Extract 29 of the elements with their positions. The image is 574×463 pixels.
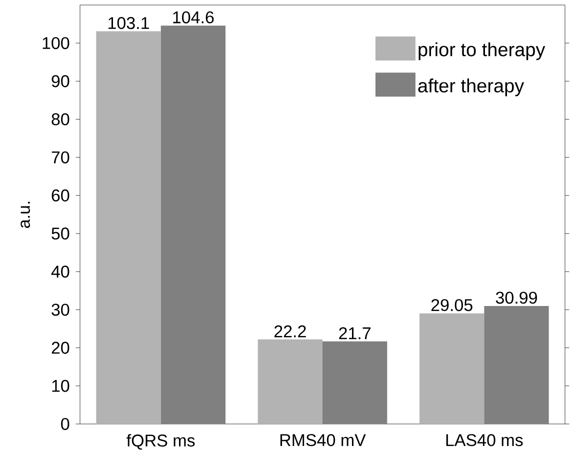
- y-tick-label: 100: [42, 37, 70, 50]
- data-label: 29.05: [431, 299, 472, 312]
- legend-label: prior to therapy: [418, 42, 546, 60]
- y-tick-label: 40: [51, 266, 70, 278]
- data-label: 30.99: [496, 292, 537, 304]
- data-label: 104.6: [173, 11, 214, 24]
- legend-label: after therapy: [418, 78, 524, 96]
- y-tick-label: 20: [52, 342, 70, 354]
- y-tick-label: 60: [52, 189, 70, 202]
- bar: [484, 306, 549, 424]
- y-tick-label: 90: [52, 75, 70, 88]
- y-tick-label: 30: [52, 304, 70, 316]
- data-label: 22.2: [274, 325, 306, 338]
- y-tick-label: 50: [52, 228, 70, 240]
- bar: [322, 341, 388, 424]
- data-label: 21.7: [339, 327, 371, 340]
- y-tick-label: 70: [52, 151, 70, 164]
- y-axis-title: a.u.: [20, 202, 30, 228]
- bar: [258, 339, 322, 424]
- x-tick-label: RMS40 mV: [280, 434, 366, 446]
- bar: [160, 26, 226, 424]
- data-label: 103.1: [108, 17, 149, 30]
- y-tick-label: 0: [61, 418, 70, 430]
- x-tick-label: LAS40 ms: [446, 434, 523, 446]
- bar: [96, 31, 161, 424]
- y-tick-label: 10: [52, 380, 70, 392]
- x-tick-label: fQRS ms: [126, 434, 195, 450]
- y-tick-label: 80: [52, 113, 70, 126]
- bar: [419, 313, 484, 424]
